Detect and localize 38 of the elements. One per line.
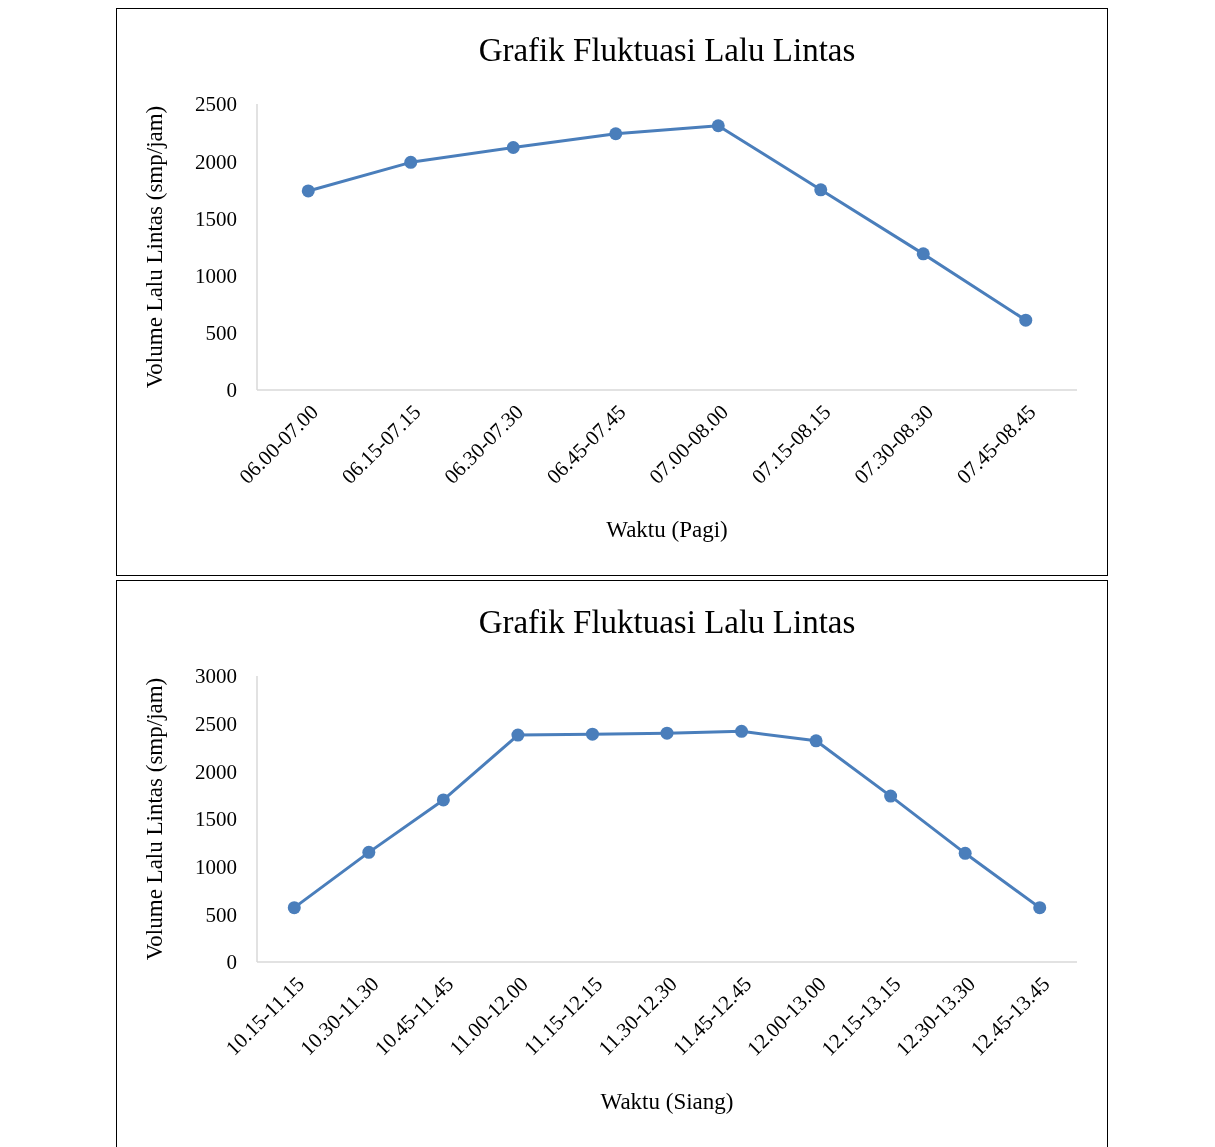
y-tick-label: 2500 [195, 712, 237, 737]
point [1033, 901, 1047, 915]
point [809, 734, 823, 748]
point [884, 789, 898, 803]
point [585, 727, 599, 741]
y-tick-label: 2500 [195, 92, 237, 117]
point [1019, 313, 1033, 327]
y-tick-label: 1000 [195, 855, 237, 880]
y-tick-label: 3000 [195, 664, 237, 689]
point [362, 845, 376, 859]
point [287, 901, 301, 915]
y-tick-label: 0 [226, 950, 237, 975]
point [436, 793, 450, 807]
point [958, 846, 972, 860]
point [735, 724, 749, 738]
point [506, 140, 520, 154]
y-axis-title: Volume Lalu Lintas (smp/jam) [142, 105, 167, 389]
y-tick-label: 0 [226, 378, 237, 403]
y-tick-label: 2000 [195, 149, 237, 174]
point [609, 127, 623, 141]
y-tick-label: 1500 [195, 807, 237, 832]
point [916, 247, 930, 261]
x-axis-title: Waktu (Pagi) [606, 517, 728, 542]
y-axis-title: Volume Lalu Lintas (smp/jam) [142, 677, 167, 961]
point [404, 155, 418, 169]
y-tick-label: 500 [205, 902, 237, 927]
chart-title: Grafik Fluktuasi Lalu Lintas [478, 32, 856, 68]
chart-title: Grafik Fluktuasi Lalu Lintas [478, 604, 856, 640]
point [511, 728, 525, 742]
point [814, 183, 828, 197]
point [711, 119, 725, 133]
point [660, 726, 674, 740]
y-tick-label: 2000 [195, 759, 237, 784]
x-axis-title: Waktu (Siang) [600, 1089, 734, 1114]
y-tick-label: 1000 [195, 263, 237, 288]
y-tick-label: 1500 [195, 206, 237, 231]
y-tick-label: 500 [205, 321, 237, 346]
point [301, 184, 315, 198]
